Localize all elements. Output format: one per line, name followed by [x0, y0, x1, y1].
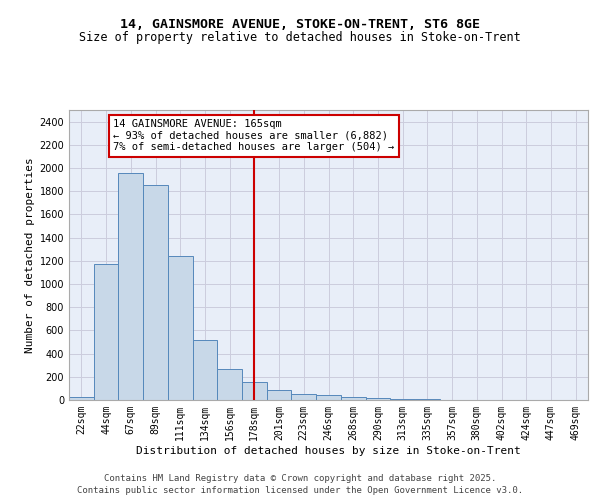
Bar	[143, 186, 168, 400]
Text: 14, GAINSMORE AVENUE, STOKE-ON-TRENT, ST6 8GE: 14, GAINSMORE AVENUE, STOKE-ON-TRENT, ST…	[120, 18, 480, 30]
Bar	[94, 264, 118, 400]
Bar	[118, 172, 143, 400]
Bar	[390, 399, 415, 400]
Bar	[217, 368, 242, 400]
Bar	[242, 382, 267, 400]
Bar	[168, 256, 193, 400]
Bar	[292, 394, 316, 400]
Text: Contains HM Land Registry data © Crown copyright and database right 2025.
Contai: Contains HM Land Registry data © Crown c…	[77, 474, 523, 495]
Bar	[365, 398, 390, 400]
X-axis label: Distribution of detached houses by size in Stoke-on-Trent: Distribution of detached houses by size …	[136, 446, 521, 456]
Bar	[316, 396, 341, 400]
Text: 14 GAINSMORE AVENUE: 165sqm
← 93% of detached houses are smaller (6,882)
7% of s: 14 GAINSMORE AVENUE: 165sqm ← 93% of det…	[113, 120, 395, 152]
Bar	[341, 397, 365, 400]
Bar	[69, 396, 94, 400]
Bar	[193, 340, 217, 400]
Bar	[267, 390, 292, 400]
Y-axis label: Number of detached properties: Number of detached properties	[25, 157, 35, 353]
Text: Size of property relative to detached houses in Stoke-on-Trent: Size of property relative to detached ho…	[79, 31, 521, 44]
